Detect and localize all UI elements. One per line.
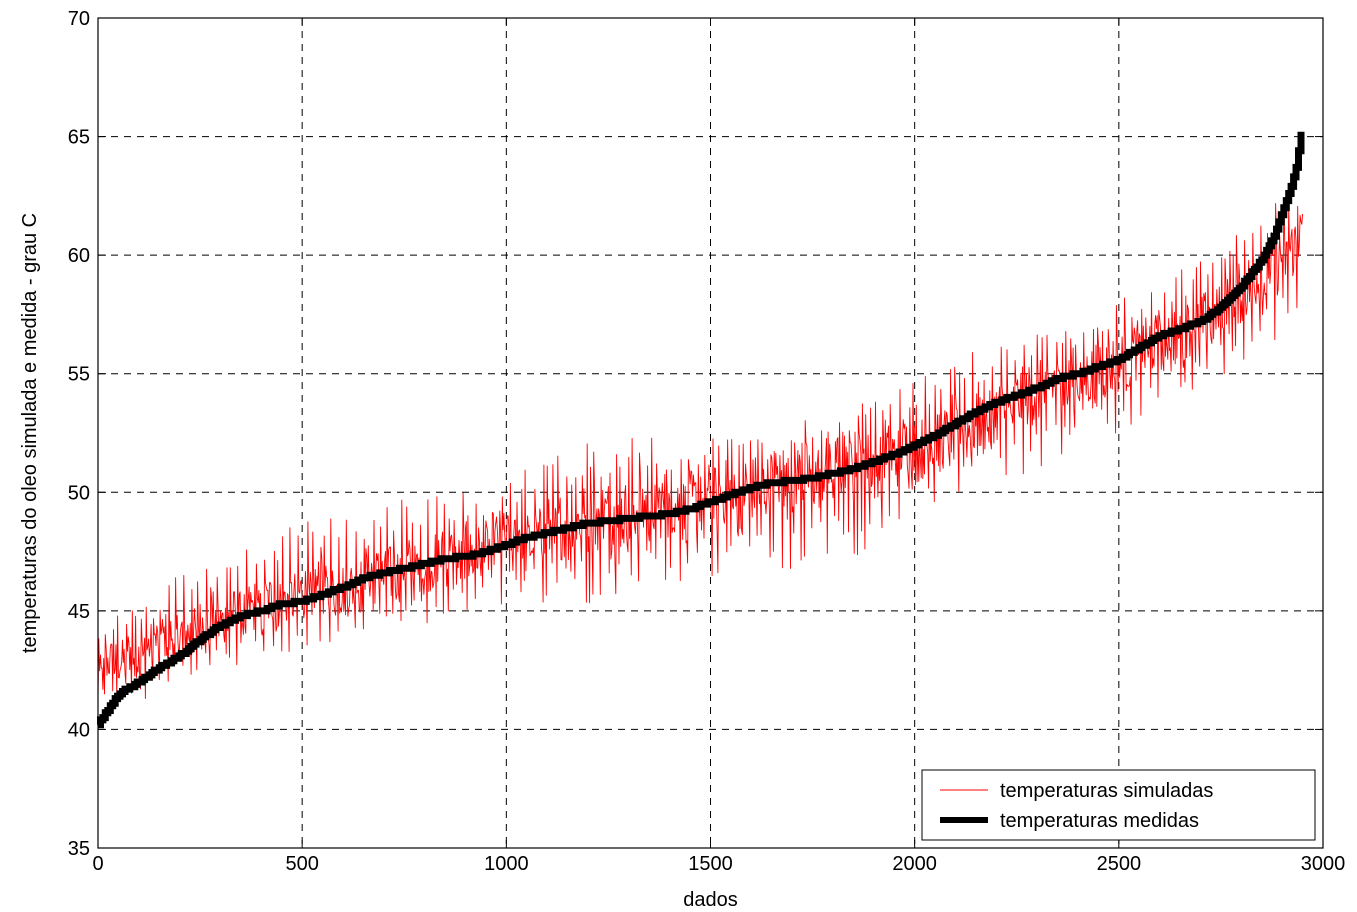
legend: temperaturas simuladas temperaturas medi…: [921, 769, 1316, 841]
series-line-simuladas: [97, 197, 1304, 700]
y-axis-title: temperaturas do oleo simulada e medida -…: [19, 213, 41, 653]
measured-series: [97, 131, 1305, 729]
legend-label-simuladas: temperaturas simuladas: [1000, 780, 1213, 802]
legend-label-medidas: temperaturas medidas: [1000, 810, 1199, 832]
legend-box: [921, 769, 1316, 841]
x-tick-label: 0: [92, 853, 103, 875]
y-tick-label: 70: [68, 8, 90, 30]
y-tick-label: 60: [68, 245, 90, 267]
x-axis-title: dados: [683, 889, 738, 911]
x-tick-label: 1000: [484, 853, 529, 875]
x-tick-label: 500: [285, 853, 318, 875]
x-tick-label: 2500: [1097, 853, 1142, 875]
y-tick-label: 65: [68, 127, 90, 149]
axis-ticks: 0 500 1000 1500 2000 2500 3000 35 40 45 50 55 60 65 70: [68, 8, 1346, 875]
simulated-series: [97, 197, 1304, 700]
series-line-medidas: [97, 131, 1305, 729]
y-tick-label: 40: [68, 719, 90, 741]
x-tick-label: 2000: [892, 853, 937, 875]
y-tick-label: 50: [68, 482, 90, 504]
x-tick-label: 1500: [688, 853, 733, 875]
y-tick-label: 55: [68, 364, 90, 386]
y-tick-label: 35: [68, 838, 90, 860]
y-tick-label: 45: [68, 601, 90, 623]
x-tick-label: 3000: [1301, 853, 1346, 875]
